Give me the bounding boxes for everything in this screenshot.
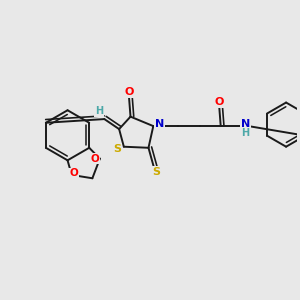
Text: O: O bbox=[90, 154, 99, 164]
Text: N: N bbox=[155, 119, 164, 129]
Text: O: O bbox=[69, 169, 78, 178]
Text: H: H bbox=[242, 128, 250, 138]
Text: O: O bbox=[124, 87, 134, 97]
Text: O: O bbox=[214, 97, 224, 107]
Text: S: S bbox=[152, 167, 160, 177]
Text: S: S bbox=[113, 144, 122, 154]
Text: H: H bbox=[95, 106, 103, 116]
Text: N: N bbox=[241, 119, 250, 129]
